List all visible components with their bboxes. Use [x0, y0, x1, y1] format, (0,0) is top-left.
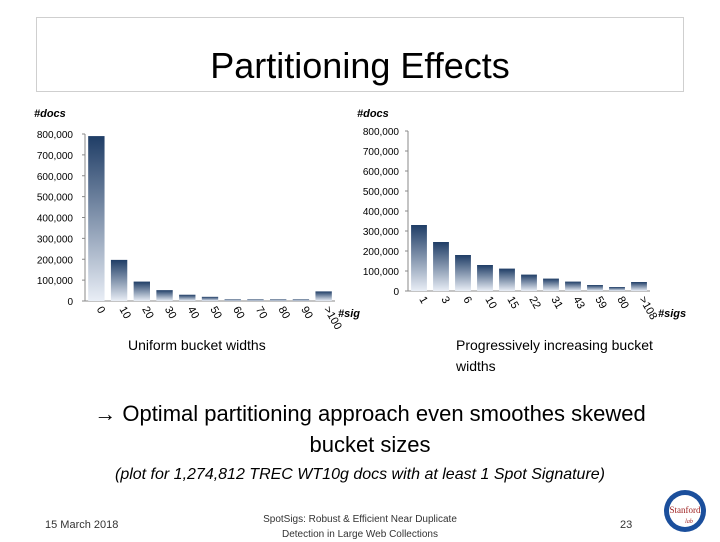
summary-bullet: → Optimal partitioning approach even smo… — [94, 401, 646, 457]
x-tick-label: 60 — [230, 305, 247, 322]
bar-22 — [521, 274, 537, 291]
x-tick-label: 59 — [592, 295, 609, 312]
footer-date: 15 March 2018 — [45, 519, 119, 531]
y-tick-label: 300,000 — [37, 234, 74, 245]
bar-0 — [88, 136, 105, 301]
x-tick-label: 22 — [526, 295, 543, 312]
y-tick-label: 0 — [67, 297, 73, 308]
left-chart-caption: Uniform bucket widths — [128, 337, 266, 353]
bar-40 — [179, 294, 196, 301]
x-tick-label: 20 — [139, 305, 156, 322]
page-number: 23 — [620, 519, 633, 531]
x-tick-label: 30 — [162, 305, 179, 322]
x-tick-label: 1 — [416, 295, 429, 306]
title-frame: Partitioning Effects — [36, 17, 684, 92]
bar-1 — [411, 225, 427, 291]
y-tick-label: 800,000 — [363, 127, 400, 138]
y-tick-label: 100,000 — [37, 276, 74, 287]
bar-31 — [543, 278, 559, 291]
x-tick-label: 90 — [298, 305, 315, 322]
y-tick-label: 0 — [393, 287, 399, 298]
progressive-bucket-chart: 0 100,000 200,000 300,000 400,000 500,000 600,… — [363, 127, 686, 322]
x-axis-label: #sigs — [658, 308, 686, 320]
y-tick-label: 700,000 — [37, 151, 74, 162]
x-tick-label: 50 — [207, 305, 224, 322]
x-tick-label: 15 — [504, 295, 521, 312]
x-tick-label: 10 — [116, 305, 133, 322]
bar-15 — [499, 268, 515, 291]
y-tick-label: 200,000 — [37, 255, 74, 266]
y-tick-label: 300,000 — [363, 227, 400, 238]
bar-6 — [455, 255, 471, 291]
left-chart-ylabel: #docs — [34, 108, 66, 120]
y-tick-label: 400,000 — [37, 214, 74, 225]
x-tick-label: 70 — [253, 305, 270, 322]
bar-60 — [224, 299, 241, 301]
y-tick-label: 200,000 — [363, 247, 400, 258]
x-tick-label: 80 — [614, 295, 631, 312]
stanford-lab-logo: Stanford lab — [664, 490, 706, 532]
x-tick-label: 43 — [570, 295, 587, 312]
x-tick-label: 80 — [276, 305, 293, 322]
y-tick-label: 600,000 — [37, 172, 74, 183]
x-tick-label: 40 — [185, 305, 202, 322]
bar-10 — [110, 259, 128, 301]
bar-3 — [433, 242, 449, 291]
y-tick-label: 500,000 — [37, 193, 74, 204]
y-tick-label: 700,000 — [363, 147, 400, 158]
x-tick-label: 6 — [460, 295, 473, 306]
bar->108 — [631, 282, 647, 291]
footer-title: SpotSigs: Robust & Efficient Near Duplic… — [263, 514, 457, 540]
bar-10 — [477, 265, 493, 291]
x-tick-label: 3 — [438, 295, 451, 306]
uniform-bucket-chart: 0 100,000 200,000 300,000 400,000 500,000 600,… — [37, 130, 360, 332]
x-tick-label: 0 — [94, 305, 107, 316]
logo-text: Stanford — [670, 505, 701, 515]
x-axis-label: #sigs — [338, 308, 360, 320]
x-tick-label: >108 — [636, 295, 659, 322]
logo-subtext: lab — [685, 519, 693, 525]
right-chart-caption: Progressively increasing bucket widths — [456, 337, 653, 374]
bar-80 — [609, 287, 625, 291]
x-tick-label: 31 — [548, 295, 565, 312]
plot-note: (plot for 1,274,812 TREC WT10g docs with… — [114, 466, 606, 483]
right-chart-ylabel: #docs — [357, 108, 389, 120]
bar-43 — [565, 281, 581, 291]
bar-30 — [156, 290, 173, 301]
bar-80 — [270, 299, 287, 301]
bar->100 — [315, 291, 332, 301]
bar-90 — [292, 299, 310, 301]
y-tick-label: 600,000 — [363, 167, 400, 178]
bar-20 — [133, 281, 150, 301]
slide-title: Partitioning Effects — [210, 45, 510, 86]
x-tick-label: 10 — [482, 295, 499, 312]
y-tick-label: 100,000 — [363, 267, 400, 278]
y-tick-label: 800,000 — [37, 130, 74, 141]
y-tick-label: 400,000 — [363, 207, 400, 218]
bar-50 — [201, 296, 219, 301]
bar-70 — [247, 299, 264, 301]
y-tick-label: 500,000 — [363, 187, 400, 198]
bar-59 — [587, 285, 603, 291]
